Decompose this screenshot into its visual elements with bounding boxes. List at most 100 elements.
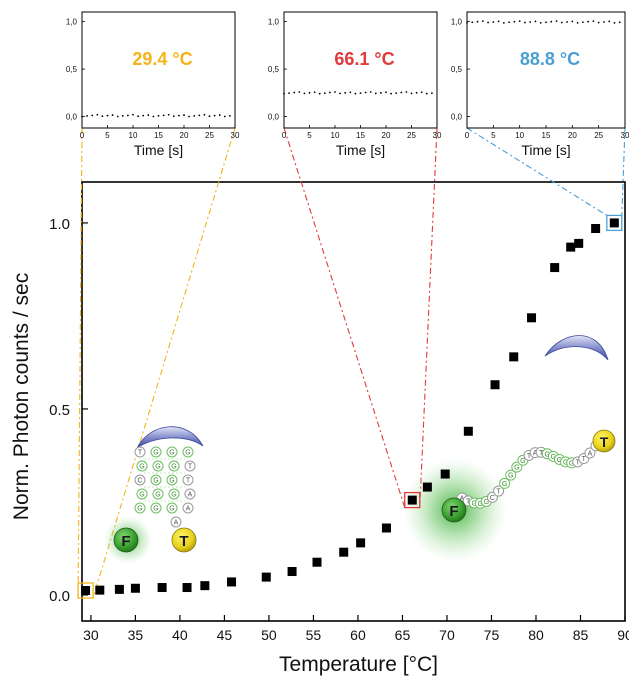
nucleotide-letter: G [471, 501, 476, 508]
inset-data-point [502, 21, 505, 24]
inset-x-axis-label: Time [s] [336, 142, 385, 158]
data-point [200, 581, 210, 591]
nucleotide-base [499, 477, 511, 489]
data-point [422, 482, 432, 492]
nucleotide-base [152, 488, 164, 500]
inset-data-point [137, 115, 140, 118]
inset-data-point [313, 91, 316, 94]
inset-data-point [208, 115, 211, 118]
nucleotide-base [182, 446, 194, 458]
data-point [550, 263, 560, 273]
data-point [130, 583, 140, 593]
data-point [609, 218, 619, 228]
nucleotide-base [166, 474, 178, 486]
highlight-box [77, 582, 94, 599]
inset-data-point [193, 115, 196, 117]
data-point [227, 577, 237, 587]
inset-y-tick-label: 0,0 [268, 113, 280, 122]
inset-data-point [167, 113, 170, 116]
inset-data-point [513, 20, 516, 23]
nucleotide-letter: G [169, 450, 174, 457]
inset-data-point [116, 115, 119, 118]
nucleotide-letter: G [569, 460, 574, 467]
inset-data-point [476, 20, 479, 23]
inset-data-point [86, 115, 88, 117]
fluorophore-label-2: F [449, 503, 458, 520]
inset-data-point [178, 114, 180, 117]
inset-data-point [142, 114, 145, 117]
inset-data-point [497, 20, 500, 23]
nucleotide-base [168, 460, 180, 472]
connector-line [621, 127, 626, 216]
inset-data-point [487, 21, 489, 24]
inset-data-point [339, 92, 341, 95]
x-tick-label: 85 [573, 627, 589, 643]
data-point [157, 583, 167, 593]
main-scatter: 30 35 40 45 50 55 60 65 70 75 80 85 90 0.0 0.5 1.0 Tempe… [10, 214, 629, 676]
inset-data-point [298, 91, 301, 93]
inset-data-point [344, 91, 347, 94]
nucleotide-letter: G [155, 492, 160, 499]
nucleotide-base [150, 502, 162, 514]
connector-line [283, 127, 406, 508]
inset-data-point [545, 21, 547, 24]
nucleotide-letter: T [582, 456, 587, 463]
nucleotide-base [493, 485, 505, 497]
nucleotide-letter: G [484, 499, 489, 506]
data-point [490, 380, 500, 390]
nucleotide-letter: T [186, 478, 191, 485]
inset-data-point [81, 115, 83, 118]
nucleotide-letter: C [137, 478, 142, 485]
nucleotide-base [511, 461, 523, 473]
inset-x-tick-label: 25 [594, 131, 603, 140]
nucleotide-base [150, 474, 162, 486]
inset-data-point [172, 115, 175, 118]
inset-data-point [318, 92, 321, 95]
nucleotide-letter: G [171, 492, 176, 499]
inset-data-point [555, 20, 558, 23]
inset-data-point [106, 114, 109, 117]
inset-data-point [111, 114, 114, 116]
nucleotide-base [170, 516, 182, 528]
inset-y-tick-label: 0,0 [66, 113, 78, 122]
inset-data-point [603, 21, 605, 23]
nucleotide-letter: T [527, 453, 532, 460]
nucleotide-letter: T [138, 450, 143, 457]
nucleotide-base [136, 460, 148, 472]
inset-data-point [127, 114, 129, 117]
data-point [381, 523, 391, 533]
x-tick-label: 80 [528, 627, 544, 643]
nucleotide-letter: G [502, 481, 507, 488]
nucleotide-letter: G [563, 459, 568, 466]
x-tick-label: 30 [83, 627, 99, 643]
nucleotide-base [134, 474, 146, 486]
inset-data-point [101, 115, 104, 118]
inset-data-point [223, 115, 226, 118]
inset-x-tick-label: 15 [542, 131, 551, 140]
quencher-t-icon [171, 527, 197, 553]
inset-y-tick-label: 1,0 [66, 18, 78, 27]
inset-x-tick-label: 10 [129, 131, 138, 140]
inset-data-point [524, 21, 526, 24]
inset-data-point [395, 92, 398, 95]
inset-x-tick-label: 30 [433, 131, 442, 140]
nucleotide-base [505, 469, 517, 481]
inset-y-tick-label: 1,0 [268, 18, 280, 27]
inset-data-point [308, 91, 311, 94]
inset-x-tick-label: 10 [331, 131, 340, 140]
inset-data-point [425, 92, 428, 95]
inset-data-point [420, 91, 423, 94]
fluorophore-f-icon [113, 527, 139, 553]
inset-data-point [597, 21, 600, 24]
nucleotide-letter: A [188, 492, 193, 499]
inset-data-point [218, 114, 221, 116]
inset-x-tick-label: 30 [621, 131, 629, 140]
data-point [261, 572, 271, 582]
insets: 0 5 10 15 20 25 30 0,0 0,5 1,0 Time [s] 29.4 °C 0 5 10… [66, 11, 629, 158]
inset-data-point [349, 91, 352, 94]
inset-data-point [283, 92, 285, 95]
inset-3: 0 5 10 15 20 25 30 0,0 0,5 1,0 Time [s] 88.8 °C [451, 11, 629, 158]
nucleotide-base [134, 446, 146, 458]
inset-x-axis-label: Time [s] [134, 142, 183, 158]
